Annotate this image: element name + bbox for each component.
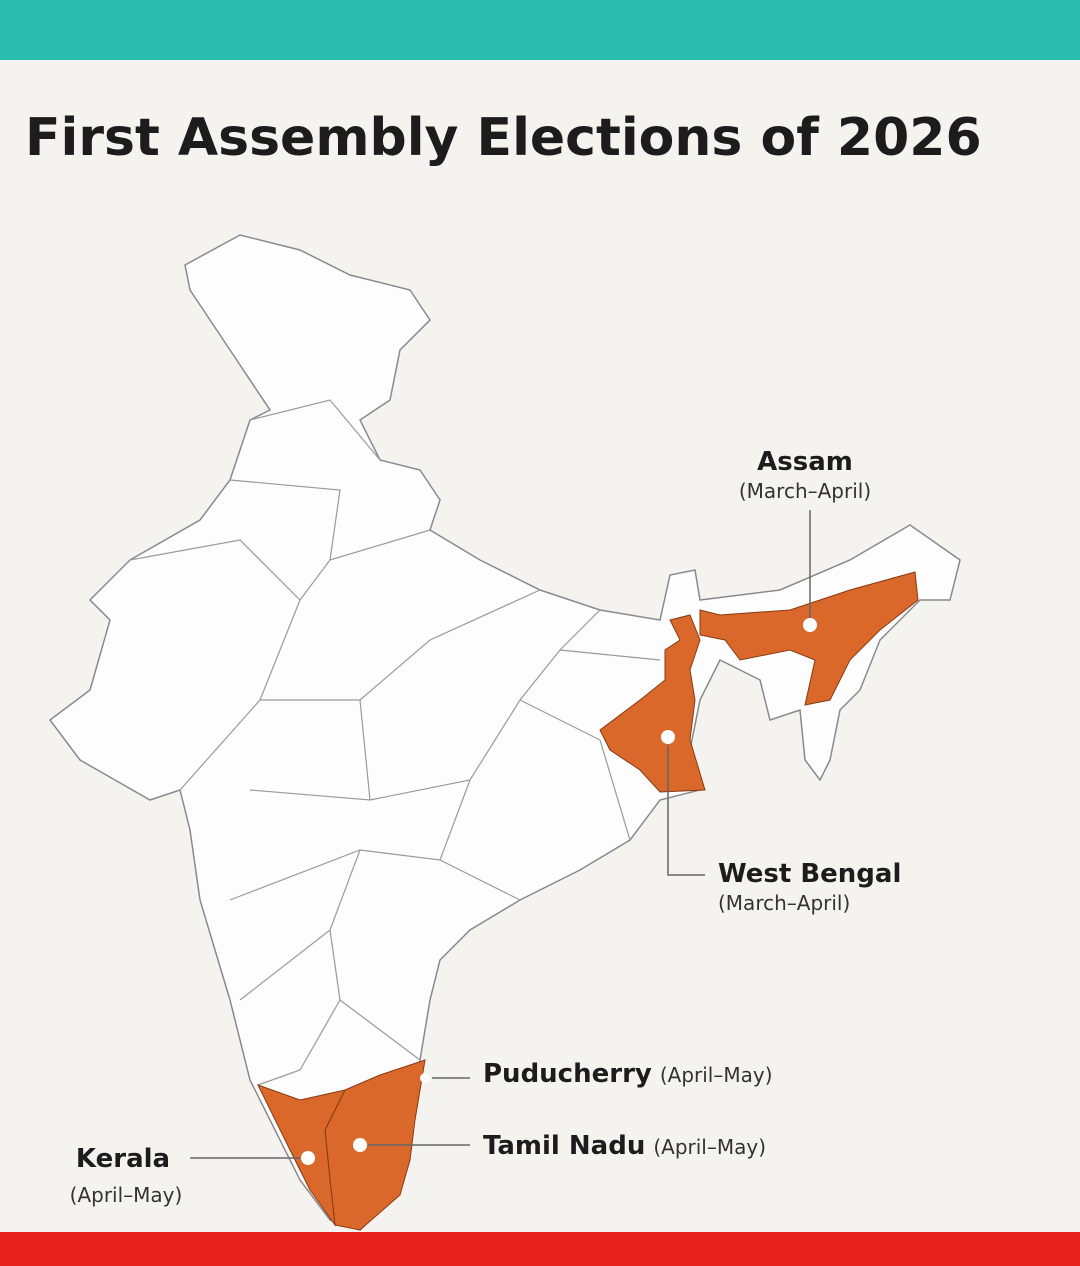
state-name: Tamil Nadu (483, 1131, 645, 1161)
state-period: (March–April) (739, 479, 871, 503)
leader-line (667, 745, 705, 876)
state-borders (129, 399, 661, 1086)
state-name: Puducherry (483, 1059, 652, 1089)
bottom-bar (0, 1232, 1080, 1266)
india-map (48, 234, 961, 1231)
title: First Assembly Elections of 2026 (25, 108, 982, 168)
state-period: (April–May) (653, 1135, 766, 1159)
top-bar (0, 0, 1080, 60)
state-name: Kerala (76, 1144, 170, 1174)
puducherry-dot (420, 1073, 430, 1083)
kerala-dot (301, 1151, 315, 1165)
west-bengal-dot (661, 730, 675, 744)
state-period: (March–April) (718, 891, 850, 915)
tamil-nadu-dot (353, 1138, 367, 1152)
state-label: Tamil Nadu (April–May) (483, 1131, 766, 1161)
kerala (257, 1084, 346, 1227)
assam-dot (803, 618, 817, 632)
state-label: Puducherry (April–May) (483, 1059, 773, 1089)
assam (699, 571, 919, 706)
state-period: (April–May) (660, 1063, 773, 1087)
state-name: West Bengal (718, 859, 901, 889)
state-name: Assam (757, 447, 853, 477)
leader-lines (190, 510, 811, 1159)
state-period: (April–May) (70, 1183, 183, 1207)
west-bengal (599, 614, 706, 793)
